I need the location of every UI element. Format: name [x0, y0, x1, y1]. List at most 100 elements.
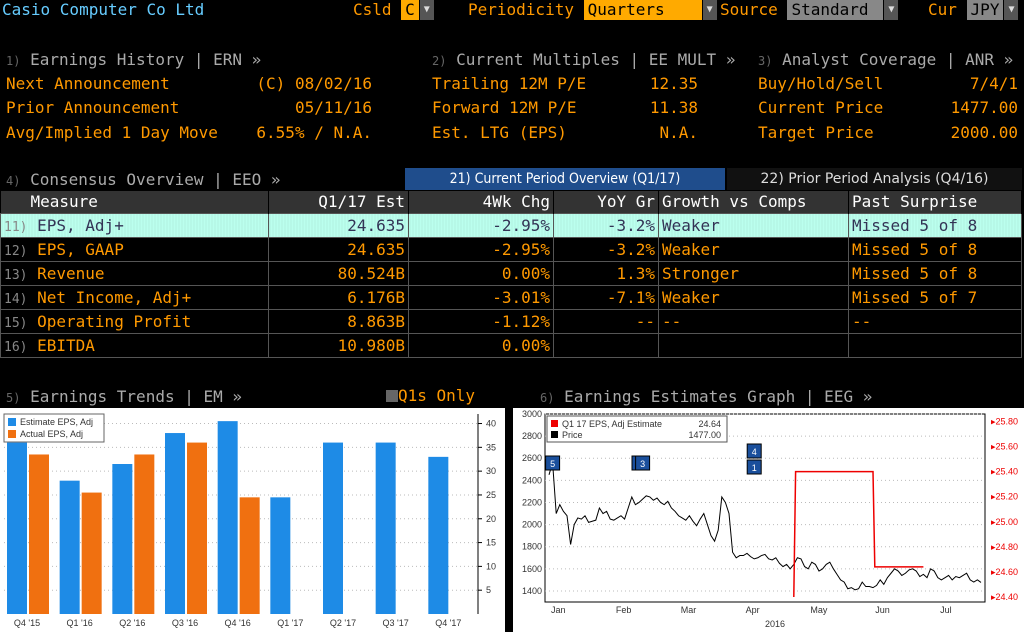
next-announcement-value: (C) 08/02/16 — [256, 74, 372, 93]
growth-vs-comps: Stronger — [658, 260, 849, 286]
right-tick-label: ▸25.20 — [991, 492, 1018, 502]
table-row[interactable]: 16) EBITDA 10.980B 0.00% — [0, 332, 1022, 358]
chevron-down-icon: ▼ — [884, 0, 899, 20]
past-surprise: Missed 5 of 8 — [848, 260, 1022, 286]
right-tick-label: ▸25.80 — [991, 417, 1018, 427]
chevron-down-icon: ▼ — [1004, 0, 1019, 20]
prior-announcement-value: 05/11/16 — [294, 98, 372, 117]
bar — [7, 442, 27, 614]
col-4wk-chg[interactable]: 4Wk Chg — [408, 191, 554, 213]
yoy-gr: -7.1% — [553, 284, 659, 310]
estimate: 80.524B — [268, 260, 409, 286]
avg-move-value: 6.55% / N.A. — [256, 123, 372, 142]
measure: EPS, GAAP — [37, 239, 124, 259]
cur-label: Cur — [928, 0, 957, 19]
table-row[interactable]: 12) EPS, GAAP 24.635 -2.95% -3.2% Weaker… — [0, 236, 1022, 262]
legend-value: 24.64 — [698, 419, 721, 429]
yoy-gr: -3.2% — [553, 212, 659, 238]
4wk-chg: -1.12% — [408, 308, 554, 334]
buy-hold-sell-label: Buy/Hold/Sell — [758, 74, 884, 93]
trailing-pe-value: 12.35 — [649, 74, 698, 93]
tab-current-period[interactable]: 21) Current Period Overview (Q1/17) — [405, 168, 725, 190]
4wk-chg: -2.95% — [408, 212, 554, 238]
col-growth-vs-comps[interactable]: Growth vs Comps — [658, 191, 849, 213]
legend-swatch — [8, 418, 16, 426]
source-control[interactable]: Source Standard ▼ — [720, 0, 899, 20]
source-label: Source — [720, 0, 778, 19]
right-tick-label: ▸24.80 — [991, 542, 1018, 552]
bar — [217, 421, 238, 614]
bar — [112, 464, 133, 614]
periodicity-control[interactable]: Periodicity Quarters ▼ — [468, 0, 717, 20]
bar — [29, 454, 49, 614]
yoy-gr: 1.3% — [553, 260, 659, 286]
past-surprise — [848, 332, 1022, 358]
legend-box — [546, 415, 728, 443]
bar — [375, 442, 396, 614]
q1s-only-toggle[interactable]: Q1s Only — [386, 386, 475, 405]
growth-vs-comps: -- — [658, 308, 849, 334]
y-tick-label: 40 — [486, 419, 496, 429]
cur-value: JPY — [966, 0, 1004, 20]
trailing-pe-label: Trailing 12M P/E — [432, 74, 587, 93]
em-section-title[interactable]: 5) Earnings Trends | EM » — [6, 387, 243, 406]
yoy-gr: -- — [553, 308, 659, 334]
legend-label: Q1 17 EPS, Adj Estimate — [562, 419, 662, 429]
earnings-estimates-svg: 1400 1600 1800 2000 2200 2400 2600 2800 3000 ▸24.… — [522, 409, 1018, 629]
source-value: Standard — [787, 0, 884, 20]
y-tick-label: 10 — [486, 561, 496, 571]
table-row[interactable]: 13) Revenue 80.524B 0.00% 1.3% Stronger … — [0, 260, 1022, 286]
table-row[interactable]: 11) EPS, Adj+ 24.635 -2.95% -3.2% Weaker… — [0, 212, 1022, 238]
table-header-row: Measure Q1/17 Est 4Wk Chg YoY Gr Growth … — [0, 191, 1022, 213]
x-tick-label: Q3 '16 — [172, 618, 198, 628]
month-label: May — [810, 605, 828, 615]
left-tick-label: 2000 — [522, 520, 542, 530]
event-marker — [545, 455, 561, 471]
right-tick-label: ▸24.40 — [991, 592, 1018, 602]
estimate-line — [793, 470, 924, 597]
left-tick-label: 1600 — [522, 564, 542, 574]
year-label: 2016 — [765, 619, 785, 629]
col-yoy-gr[interactable]: YoY Gr — [553, 191, 659, 213]
ern-section-title[interactable]: 1) Earnings History | ERN » — [6, 50, 262, 69]
table-row[interactable]: 14) Net Income, Adj+ 6.176B -3.01% -7.1%… — [0, 284, 1022, 310]
col-past-surprise[interactable]: Past Surprise — [848, 191, 1022, 213]
csld-value: C — [401, 0, 419, 20]
left-tick-label: 2400 — [522, 475, 542, 485]
month-label: Jul — [940, 605, 952, 615]
row-number: 11) — [4, 219, 28, 235]
forward-pe-value: 11.38 — [649, 98, 698, 117]
measure: Operating Profit — [37, 311, 192, 331]
tab-prior-period[interactable]: 22) Prior Period Analysis (Q4/16) — [727, 168, 1022, 190]
row-number: 16) — [4, 339, 28, 355]
currency-control[interactable]: Cur JPY ▼ — [928, 0, 1019, 20]
legend-swatch — [551, 420, 558, 427]
price-line — [548, 462, 982, 591]
earnings-trends-chart: 5 10 15 20 25 30 35 40 Q4 '15 Q1 '16 Q2 '16 Q3 '16 Q… — [0, 408, 505, 632]
measure: EBITDA — [37, 335, 95, 355]
row-number: 14) — [4, 291, 28, 307]
y-tick-label: 15 — [486, 538, 496, 548]
legend-value: 1477.00 — [688, 430, 721, 440]
eeg-section-title[interactable]: 6) Earnings Estimates Graph | EEG » — [540, 387, 873, 406]
4wk-chg: -2.95% — [408, 236, 554, 262]
month-label: Apr — [746, 605, 760, 615]
y-tick-label: 20 — [486, 514, 496, 524]
buy-hold-sell-value: 7/4/1 — [969, 74, 1018, 93]
event-marker-label: 5 — [550, 459, 555, 469]
left-tick-label: 2200 — [522, 497, 542, 507]
csld-control[interactable]: Csld C ▼ — [353, 0, 434, 20]
right-tick-label: ▸25.60 — [991, 442, 1018, 452]
col-estimate[interactable]: Q1/17 Est — [268, 191, 409, 213]
current-price-value: 1477.00 — [950, 98, 1018, 117]
periodicity-value: Quarters — [583, 0, 702, 20]
eeo-section-title[interactable]: 4) Consensus Overview | EEO » — [6, 170, 281, 189]
table-row[interactable]: 15) Operating Profit 8.863B -1.12% -- --… — [0, 308, 1022, 334]
measure: Net Income, Adj+ — [37, 287, 192, 307]
bar — [428, 456, 449, 614]
anr-section-title[interactable]: 3) Analyst Coverage | ANR » — [758, 50, 1014, 69]
chevron-down-icon: ▼ — [702, 0, 717, 20]
eemult-section-title[interactable]: 2) Current Multiples | EE MULT » — [432, 50, 736, 69]
col-measure[interactable]: Measure — [0, 191, 269, 213]
right-tick-label: ▸25.40 — [991, 467, 1018, 477]
